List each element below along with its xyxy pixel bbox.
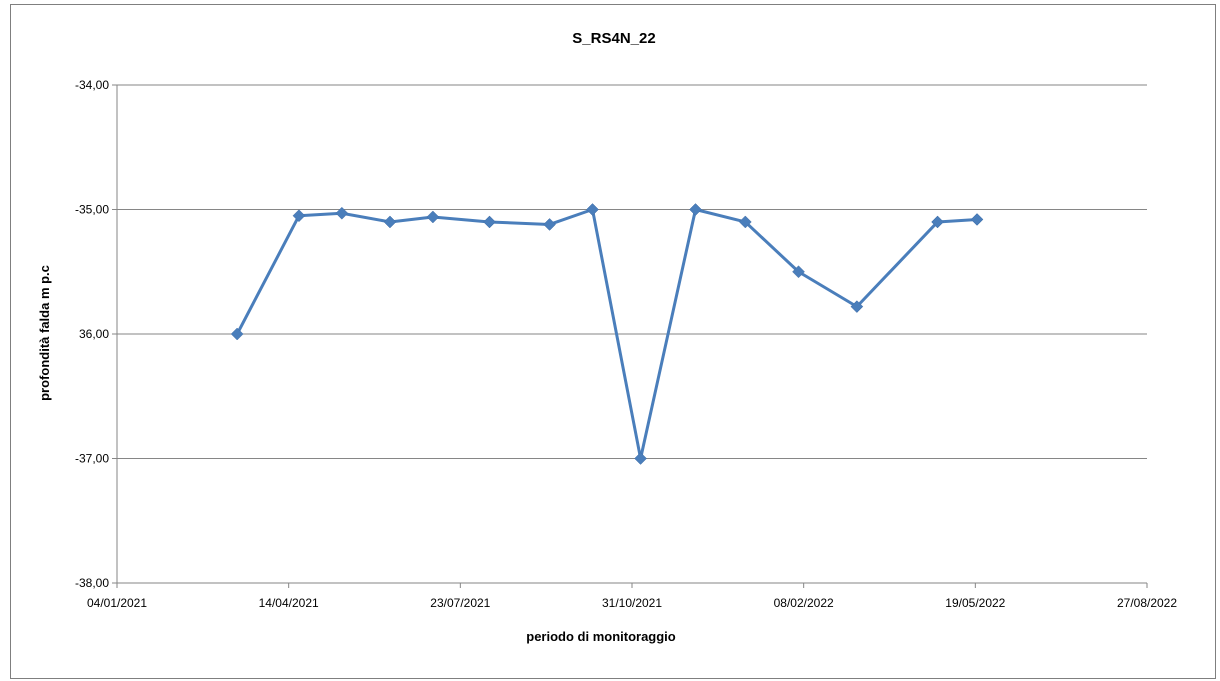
y-tick-label: -35,00 (75, 203, 109, 217)
series-layer (230, 203, 984, 465)
data-point-marker (850, 300, 864, 313)
data-point-marker (335, 206, 349, 220)
data-point-marker (543, 218, 556, 231)
x-tick-label: 08/02/2022 (774, 596, 834, 610)
data-point-marker (792, 265, 805, 279)
data-point-marker (689, 203, 702, 216)
chart-frame: S_RS4N_22 -34,00 -35,00 36,00 -37,00 -38,00 0… (10, 4, 1216, 679)
tick-labels: -34,00 -35,00 36,00 -37,00 -38,00 04/01/2021 1… (75, 78, 1177, 610)
x-tick-label: 31/10/2021 (602, 596, 662, 610)
data-point-marker (483, 215, 496, 229)
x-tick-label: 23/07/2021 (430, 596, 490, 610)
chart-title: S_RS4N_22 (572, 30, 655, 47)
data-point-marker (970, 213, 984, 226)
x-axis-title: periodo di monitoraggio (526, 629, 676, 644)
y-tick-label: -38,00 (75, 576, 109, 590)
x-tick-label: 04/01/2021 (87, 596, 147, 610)
data-point-marker (230, 327, 244, 341)
y-tick-label: -37,00 (75, 452, 109, 466)
y-tick-label: -34,00 (75, 78, 109, 92)
line-chart: S_RS4N_22 -34,00 -35,00 36,00 -37,00 -38,00 0… (37, 30, 1177, 644)
data-point-marker (738, 215, 752, 229)
data-point-marker (426, 210, 440, 224)
grid-layer (117, 84, 1147, 459)
data-point-marker (586, 203, 599, 216)
data-point-marker (634, 452, 647, 465)
x-tick-label: 27/08/2022 (1117, 596, 1177, 610)
axis-layer (112, 84, 1148, 588)
data-point-marker (931, 215, 944, 229)
y-axis-title: profondità falda m p.c (37, 265, 52, 401)
data-point-marker (383, 215, 397, 229)
y-tick-label: 36,00 (79, 327, 109, 341)
x-tick-label: 19/05/2022 (945, 596, 1005, 610)
x-tick-label: 14/04/2021 (259, 596, 319, 610)
data-point-marker (292, 209, 306, 223)
